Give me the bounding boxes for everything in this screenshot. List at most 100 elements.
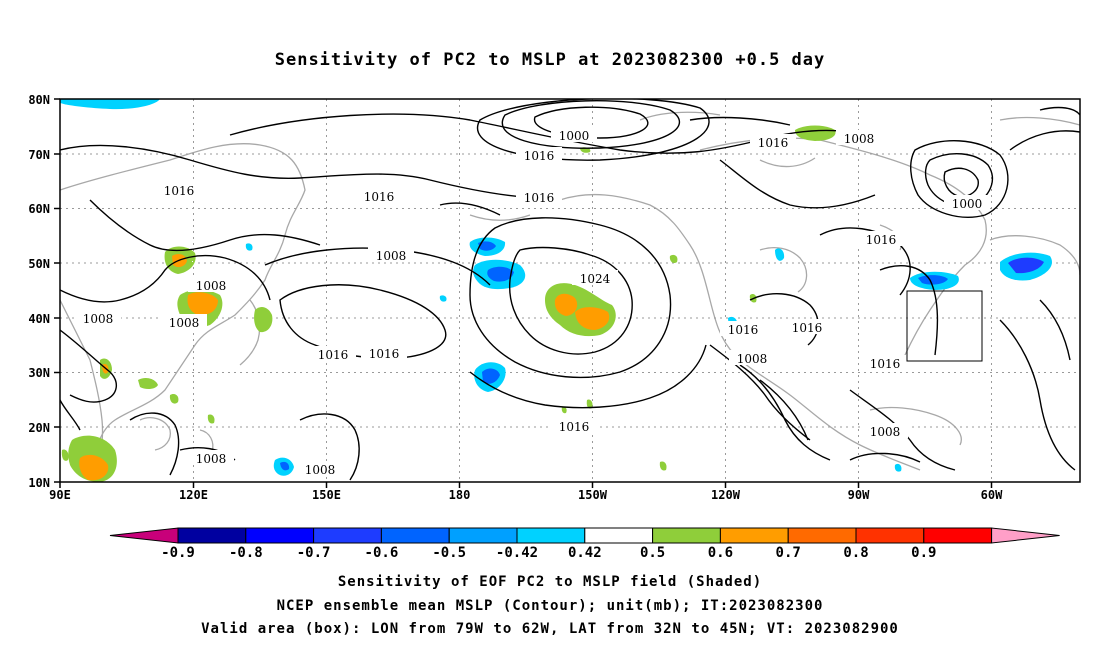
colorbar-label: 0.9 <box>911 545 936 561</box>
positive-anomaly <box>187 292 218 316</box>
lon-tick-label: 120E <box>179 488 208 502</box>
contour-label: 1016 <box>524 149 555 163</box>
plot-frame <box>59 98 1081 483</box>
lat-tick-label: 30N <box>28 366 50 380</box>
lon-tick-label: 90W <box>848 488 870 502</box>
contour-label: 1016 <box>792 321 823 335</box>
lat-tick-label: 70N <box>28 148 50 162</box>
sensitivity-shading <box>60 99 1052 482</box>
colorbar-label: -0.9 <box>161 545 195 561</box>
lon-tick-label: 150W <box>578 488 608 502</box>
negative-anomaly <box>245 243 253 251</box>
colorbar-swatch <box>313 527 382 544</box>
negative-anomaly <box>1008 257 1044 274</box>
colorbar-label: -0.42 <box>496 545 538 561</box>
colorbar: -0.9 -0.8 -0.7 -0.6 -0.5 -0.42 0.42 0.5 0.6 0.7 0.… <box>109 527 1060 561</box>
contour-label: 1016 <box>758 136 789 150</box>
lon-tick-label: 120W <box>711 488 741 502</box>
lat-tick-label: 20N <box>28 421 50 435</box>
contour-label: 1016 <box>866 233 897 247</box>
colorbar-label: 0.42 <box>568 545 602 561</box>
colorbar-label: -0.5 <box>432 545 466 561</box>
lat-tick-label: 50N <box>28 257 50 271</box>
contour-label: 1016 <box>559 420 590 434</box>
contour-label: 1008 <box>737 352 768 366</box>
contour-label: 1008 <box>305 463 336 477</box>
colorbar-swatch <box>380 527 450 544</box>
colorbar-swatch <box>245 527 315 544</box>
mslp-contours <box>60 99 1080 481</box>
colorbar-label: 0.6 <box>708 545 733 561</box>
colorbar-label: -0.7 <box>297 545 331 561</box>
colorbar-high-extension <box>991 527 1060 544</box>
positive-anomaly <box>207 414 215 424</box>
negative-anomaly <box>775 248 785 261</box>
colorbar-label: -0.6 <box>365 545 399 561</box>
contour-labels: 1000 1016 1016 1008 1016 1016 1016 1008 … <box>82 129 983 477</box>
valid-area-box <box>906 290 983 362</box>
lon-tick-label: 150E <box>312 488 341 502</box>
contour-label: 1024 <box>580 272 611 286</box>
negative-anomaly <box>482 368 500 384</box>
contour-label: 1008 <box>196 279 227 293</box>
lon-tick-label: 90E <box>49 488 71 502</box>
positive-anomaly <box>79 454 109 481</box>
contour-label: 1008 <box>870 425 901 439</box>
colorbar-swatch <box>719 527 789 544</box>
positive-anomaly <box>669 254 678 264</box>
colorbar-label: -0.8 <box>229 545 263 561</box>
lon-tick-label: 60W <box>981 488 1003 502</box>
axis-ticks <box>54 98 993 488</box>
negative-anomaly <box>439 295 447 302</box>
longitude-labels: 90E 120E 150E 180 150W 120W 90W 60W <box>49 488 1003 502</box>
contour-label: 1016 <box>364 190 395 204</box>
positive-anomaly <box>561 406 567 414</box>
colorbar-swatch <box>448 527 518 544</box>
colorbar-label: 0.8 <box>843 545 868 561</box>
colorbar-swatch <box>652 527 721 544</box>
caption-shading: Sensitivity of EOF PC2 to MSLP field (Sh… <box>337 574 763 590</box>
contour-label: 1016 <box>318 348 349 362</box>
contour-label: 1000 <box>952 197 983 211</box>
colorbar-label: 0.7 <box>776 545 801 561</box>
negative-anomaly <box>487 266 514 282</box>
negative-anomaly <box>918 275 948 285</box>
colorbar-swatch <box>855 527 925 544</box>
positive-anomaly <box>169 393 179 404</box>
lat-tick-label: 60N <box>28 202 50 216</box>
negative-anomaly <box>60 99 160 110</box>
contour-label: 1008 <box>844 132 875 146</box>
colorbar-low-extension <box>109 527 179 544</box>
lat-tick-label: 40N <box>28 312 50 326</box>
negative-anomaly <box>280 461 290 471</box>
contour-label: 1016 <box>369 347 400 361</box>
positive-anomaly <box>586 399 593 409</box>
latitude-labels: 80N 70N 60N 50N 40N 30N 20N 10N <box>28 93 50 490</box>
contour-label: 1016 <box>728 323 759 337</box>
contour-label: 1000 <box>559 129 590 143</box>
colorbar-swatch <box>787 527 857 544</box>
contour-label: 1016 <box>164 184 195 198</box>
contour-label: 1016 <box>524 191 555 205</box>
contour-label: 1008 <box>169 316 200 330</box>
negative-anomaly <box>894 463 902 472</box>
lat-tick-label: 80N <box>28 93 50 107</box>
colorbar-swatch <box>923 527 993 544</box>
colorbar-swatch <box>516 527 586 544</box>
positive-anomaly <box>554 293 578 316</box>
positive-anomaly <box>659 461 667 471</box>
contour-label: 1016 <box>870 357 901 371</box>
negative-anomaly <box>478 241 496 251</box>
caption-valid-area: Valid area (box): LON from 79W to 62W, L… <box>201 621 899 637</box>
contour-label: 1008 <box>83 312 114 326</box>
positive-anomaly <box>61 449 69 461</box>
colorbar-swatch <box>177 527 247 544</box>
colorbar-swatch <box>584 527 654 544</box>
caption-contour: NCEP ensemble mean MSLP (Contour); unit(… <box>276 598 824 614</box>
lon-tick-label: 180 <box>449 488 471 502</box>
positive-anomaly <box>254 307 273 333</box>
contour-label: 1008 <box>376 249 407 263</box>
contour-label: 1008 <box>196 452 227 466</box>
positive-anomaly <box>795 125 836 141</box>
